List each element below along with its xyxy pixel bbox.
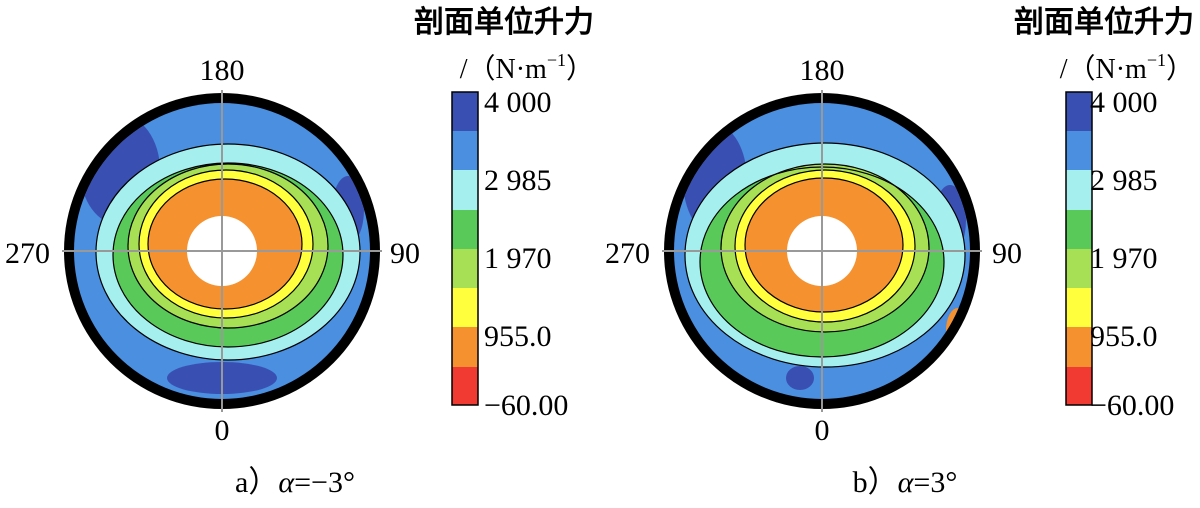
colorbar-tick: 2 985 <box>484 164 552 197</box>
contour-disk-a <box>62 90 382 412</box>
angle-label-top: 180 <box>200 54 245 87</box>
angle-label-right: 90 <box>992 237 1022 270</box>
angle-label-top: 180 <box>800 54 845 87</box>
colorbar-tick: 955.0 <box>484 320 552 353</box>
panel-a: 180 90 0 270 4 000 2 985 1 970 955. <box>5 5 594 499</box>
angle-label-right: 90 <box>390 237 420 270</box>
colorbar-tick: 1 970 <box>1090 242 1158 275</box>
colorbar-tick: 955.0 <box>1090 320 1158 353</box>
panel-b: 180 90 0 270 4 000 2 985 1 970 955. <box>600 0 1200 508</box>
colorbar-bands <box>452 92 478 405</box>
colorbar-title-line1: 剖面单位升力 <box>1014 5 1194 40</box>
angle-label-left: 270 <box>605 237 650 270</box>
colorbar-a: 4 000 2 985 1 970 955.0 −60.00 剖面单位升力 /（… <box>414 5 594 422</box>
panel-a-svg: 180 90 0 270 4 000 2 985 1 970 955. <box>5 5 594 499</box>
colorbar-tick: 1 970 <box>484 242 552 275</box>
colorbar-tick: −60.00 <box>1090 389 1174 422</box>
panel-b-svg: 180 90 0 270 4 000 2 985 1 970 955. <box>605 5 1194 499</box>
band-dark-bottom <box>786 366 814 390</box>
colorbar-title-line1: 剖面单位升力 <box>414 5 594 40</box>
colorbar-b: 4 000 2 985 1 970 955.0 −60.00 剖面单位升力 /（… <box>1014 5 1194 422</box>
angle-label-bottom: 0 <box>815 414 830 447</box>
colorbar-tick: 4 000 <box>484 86 552 119</box>
colorbar-title-line2: /（N·m−1） <box>460 50 594 85</box>
contour-disk-b <box>662 90 982 412</box>
angle-label-left: 270 <box>5 237 50 270</box>
colorbar-tick: 4 000 <box>1090 86 1158 119</box>
colorbar-title-line2: /（N·m−1） <box>1060 50 1194 85</box>
colorbar-bands <box>1066 92 1092 405</box>
colorbar-tick: 2 985 <box>1090 164 1158 197</box>
caption-a: a）α=−3° <box>235 466 355 499</box>
angle-label-bottom: 0 <box>215 414 230 447</box>
colorbar-tick: −60.00 <box>484 389 568 422</box>
caption-b: b）α=3° <box>853 466 958 499</box>
